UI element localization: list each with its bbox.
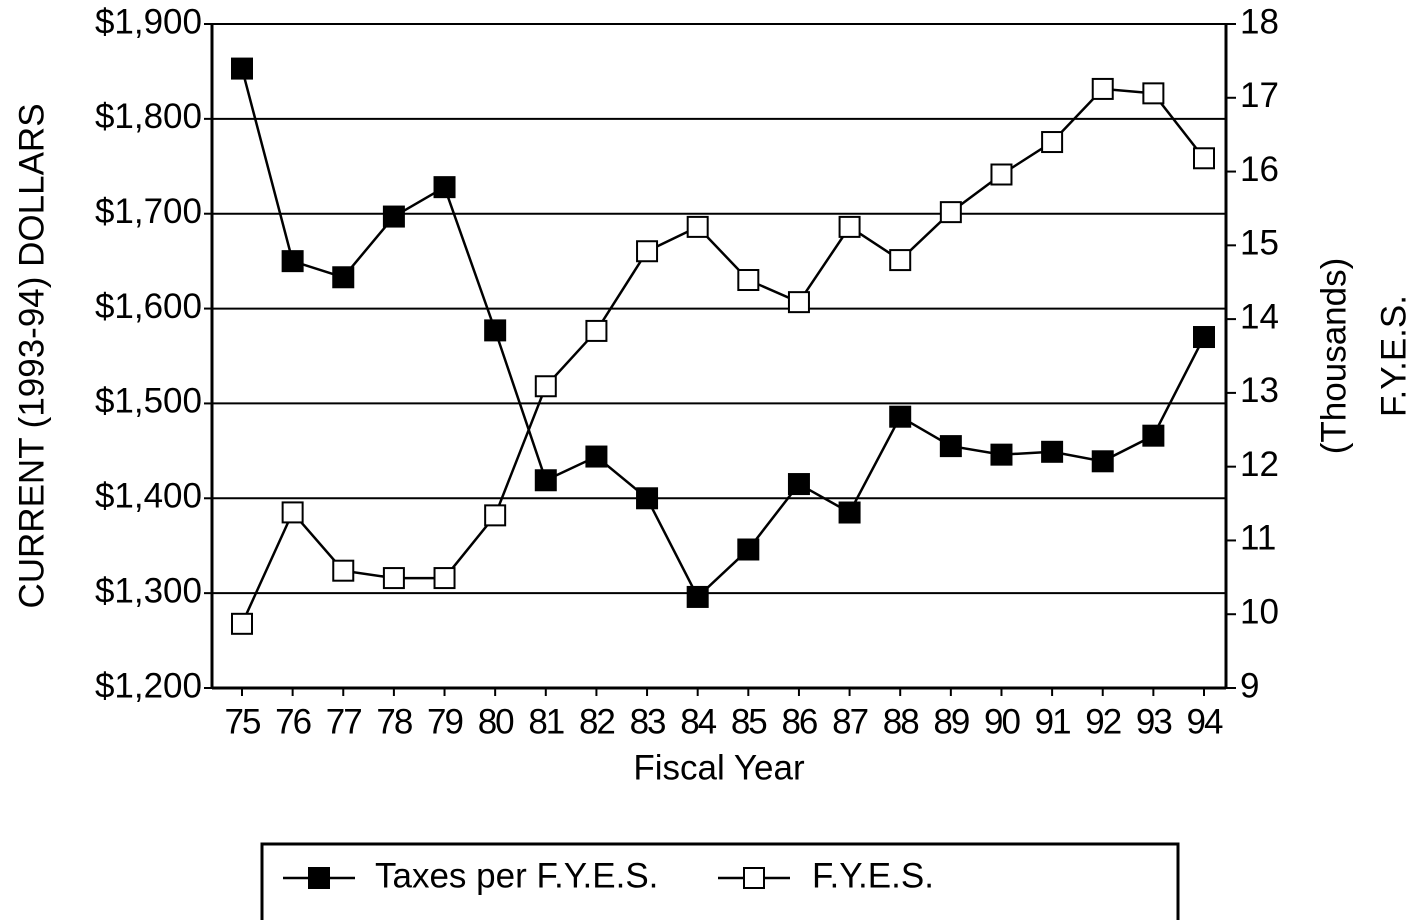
data-point [787, 473, 810, 496]
data-point [231, 57, 253, 80]
x-tick-label: 89 [933, 702, 968, 741]
x-tick-label: 88 [883, 702, 918, 741]
data-point [686, 585, 709, 608]
x-axis-label: Fiscal Year [633, 748, 805, 787]
y-tick-label: $1,800 [95, 97, 202, 136]
data-point [231, 612, 253, 635]
data-point [484, 319, 507, 342]
x-tick-label: 78 [376, 702, 411, 741]
data-point [382, 205, 405, 228]
data-point [281, 250, 304, 273]
x-tick-label: 86 [781, 702, 816, 741]
x-tick-label: 85 [731, 702, 766, 741]
data-point [1091, 450, 1114, 473]
legend-label: Taxes per F.Y.E.S. [375, 856, 658, 895]
legend-marker [743, 867, 765, 889]
data-point [1193, 147, 1215, 170]
y2-tick-label: 15 [1240, 224, 1279, 263]
x-tick-label: 75 [225, 702, 260, 741]
y-tick-label: $1,500 [95, 382, 202, 421]
y-tick-label: $1,600 [95, 287, 202, 326]
y-tick-label: $1,900 [95, 2, 202, 41]
data-point [484, 504, 507, 527]
x-tick-label: 87 [832, 702, 867, 741]
data-point [1193, 326, 1215, 349]
data-point [433, 176, 456, 199]
x-tick-label: 93 [1136, 702, 1171, 741]
y2-tick-label: 18 [1240, 2, 1279, 41]
data-point [534, 469, 557, 492]
data-point [534, 375, 557, 398]
data-point [737, 269, 760, 292]
y2-tick-label: 17 [1240, 76, 1279, 115]
x-tick-label: 79 [427, 702, 462, 741]
y2-axis-label: (Thousands) [1314, 258, 1353, 454]
data-point [990, 163, 1013, 186]
y-axis-label: CURRENT (1993-94) DOLLARS [12, 103, 51, 608]
data-point [889, 405, 912, 428]
legend-marker [308, 867, 330, 889]
data-point [838, 501, 861, 524]
x-tick-label: 81 [528, 702, 563, 741]
data-point [585, 319, 608, 342]
x-tick-label: 94 [1187, 702, 1223, 741]
x-tick-label: 84 [680, 702, 716, 741]
data-point [787, 291, 810, 314]
y2-tick-label: 16 [1240, 150, 1279, 189]
x-tick-label: 83 [630, 702, 665, 741]
y2-axis-label: F.Y.E.S. [1374, 295, 1413, 417]
y2-tick-label: 13 [1240, 371, 1279, 410]
x-tick-label: 80 [478, 702, 514, 741]
x-tick-label: 82 [579, 702, 614, 741]
series-line [240, 87, 1205, 625]
legend-label: F.Y.E.S. [812, 856, 934, 895]
data-point [281, 501, 304, 524]
data-point [1091, 77, 1114, 100]
data-point [636, 487, 659, 510]
x-tick-label: 92 [1085, 702, 1120, 741]
data-point [737, 538, 760, 561]
data-point [1142, 424, 1165, 447]
data-point [990, 443, 1013, 466]
data-point [889, 249, 912, 272]
y-tick-label: $1,300 [95, 571, 202, 610]
data-point [686, 215, 709, 238]
y2-tick-label: 14 [1240, 297, 1279, 336]
data-point [939, 201, 962, 224]
y-tick-label: $1,700 [95, 192, 202, 231]
data-point [1142, 82, 1165, 105]
y-tick-label: $1,400 [95, 477, 202, 516]
legend-box [260, 842, 1180, 920]
data-point [382, 567, 405, 590]
data-point [1041, 440, 1064, 463]
x-tick-label: 91 [1035, 702, 1070, 741]
y2-tick-label: 9 [1240, 666, 1259, 705]
y2-tick-label: 11 [1240, 519, 1276, 558]
data-point [636, 240, 659, 263]
data-point [433, 567, 456, 590]
x-tick-label: 90 [984, 702, 1020, 741]
x-tick-label: 77 [326, 702, 361, 741]
y2-tick-label: 12 [1240, 445, 1279, 484]
data-point [838, 215, 861, 238]
y-tick-label: $1,200 [95, 666, 202, 705]
data-point [332, 266, 355, 289]
data-point [332, 559, 355, 582]
data-point [1041, 131, 1064, 154]
data-point [585, 445, 608, 468]
y2-tick-label: 10 [1240, 592, 1279, 631]
x-tick-label: 76 [275, 702, 310, 741]
data-point [939, 435, 962, 458]
